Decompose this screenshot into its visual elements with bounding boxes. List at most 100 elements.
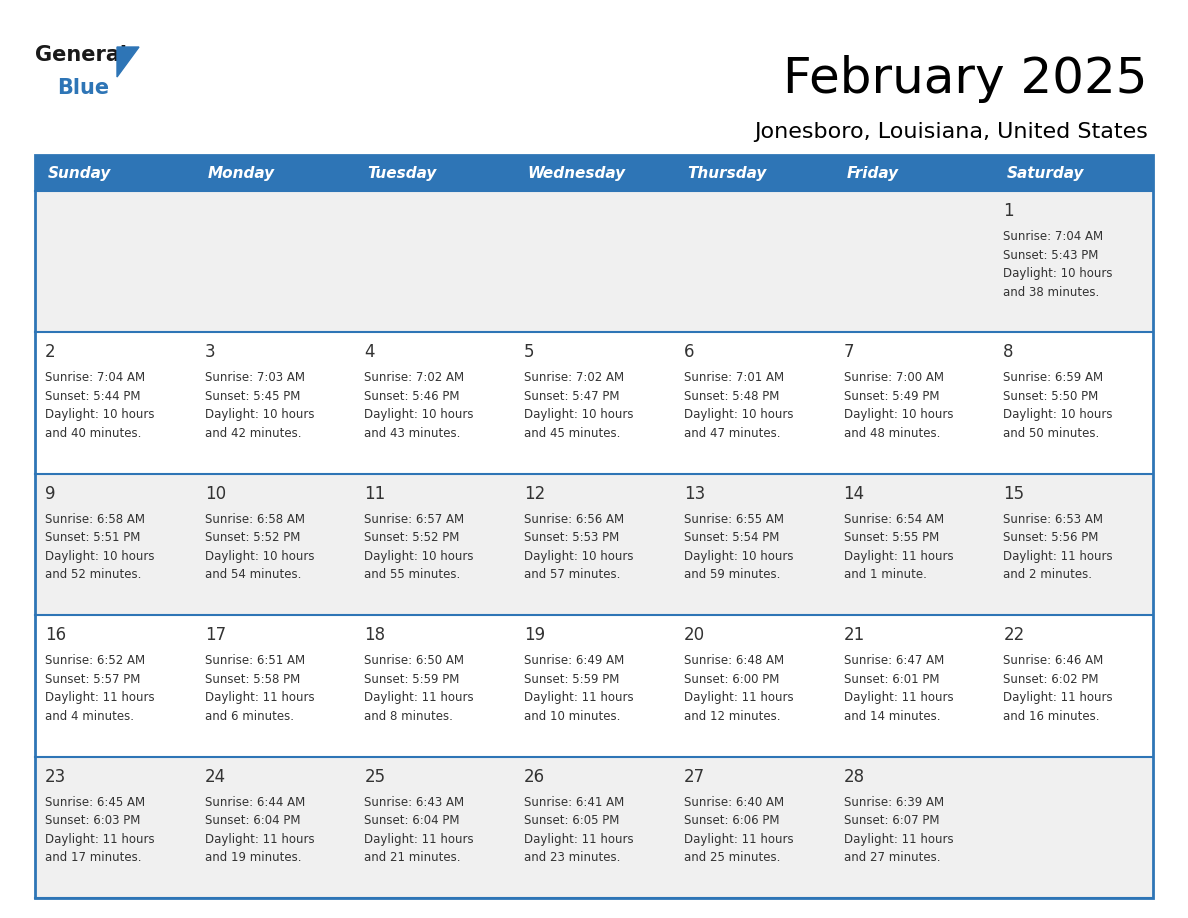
Text: Sunset: 5:55 PM: Sunset: 5:55 PM xyxy=(843,532,939,544)
Text: Sunset: 5:56 PM: Sunset: 5:56 PM xyxy=(1004,532,1099,544)
Text: Thursday: Thursday xyxy=(687,165,766,181)
Text: and 6 minutes.: and 6 minutes. xyxy=(204,710,293,722)
Text: Sunset: 6:02 PM: Sunset: 6:02 PM xyxy=(1004,673,1099,686)
Text: 22: 22 xyxy=(1004,626,1024,644)
Text: Sunset: 5:48 PM: Sunset: 5:48 PM xyxy=(684,390,779,403)
Text: Sunrise: 6:56 AM: Sunrise: 6:56 AM xyxy=(524,513,624,526)
Text: Sunset: 6:01 PM: Sunset: 6:01 PM xyxy=(843,673,939,686)
Text: and 42 minutes.: and 42 minutes. xyxy=(204,427,302,440)
Text: 19: 19 xyxy=(524,626,545,644)
Text: and 38 minutes.: and 38 minutes. xyxy=(1004,285,1100,298)
Text: Sunrise: 6:57 AM: Sunrise: 6:57 AM xyxy=(365,513,465,526)
Text: Sunrise: 6:41 AM: Sunrise: 6:41 AM xyxy=(524,796,625,809)
Text: Sunrise: 7:03 AM: Sunrise: 7:03 AM xyxy=(204,372,304,385)
Text: 2: 2 xyxy=(45,343,56,362)
Text: Sunrise: 6:49 AM: Sunrise: 6:49 AM xyxy=(524,655,625,667)
Text: Sunset: 5:50 PM: Sunset: 5:50 PM xyxy=(1004,390,1099,403)
Text: Daylight: 11 hours: Daylight: 11 hours xyxy=(684,833,794,845)
Text: 24: 24 xyxy=(204,767,226,786)
Text: and 16 minutes.: and 16 minutes. xyxy=(1004,710,1100,722)
Text: and 59 minutes.: and 59 minutes. xyxy=(684,568,781,581)
Text: 13: 13 xyxy=(684,485,706,503)
Text: and 17 minutes.: and 17 minutes. xyxy=(45,851,141,864)
Text: Sunset: 5:44 PM: Sunset: 5:44 PM xyxy=(45,390,140,403)
Text: 23: 23 xyxy=(45,767,67,786)
Text: Jonesboro, Louisiana, United States: Jonesboro, Louisiana, United States xyxy=(754,122,1148,142)
Text: and 45 minutes.: and 45 minutes. xyxy=(524,427,620,440)
Polygon shape xyxy=(116,47,139,77)
Text: 12: 12 xyxy=(524,485,545,503)
Text: Daylight: 11 hours: Daylight: 11 hours xyxy=(524,833,633,845)
Text: Sunset: 5:45 PM: Sunset: 5:45 PM xyxy=(204,390,301,403)
Text: and 19 minutes.: and 19 minutes. xyxy=(204,851,302,864)
Text: 11: 11 xyxy=(365,485,386,503)
Text: Daylight: 10 hours: Daylight: 10 hours xyxy=(524,409,633,421)
Text: 10: 10 xyxy=(204,485,226,503)
Text: Sunset: 5:59 PM: Sunset: 5:59 PM xyxy=(524,673,619,686)
Text: 17: 17 xyxy=(204,626,226,644)
Text: and 47 minutes.: and 47 minutes. xyxy=(684,427,781,440)
Text: Sunrise: 6:45 AM: Sunrise: 6:45 AM xyxy=(45,796,145,809)
Text: Daylight: 10 hours: Daylight: 10 hours xyxy=(1004,409,1113,421)
Text: Daylight: 11 hours: Daylight: 11 hours xyxy=(1004,550,1113,563)
Text: Sunrise: 6:43 AM: Sunrise: 6:43 AM xyxy=(365,796,465,809)
Text: and 14 minutes.: and 14 minutes. xyxy=(843,710,940,722)
Text: Sunset: 6:03 PM: Sunset: 6:03 PM xyxy=(45,814,140,827)
Text: Sunrise: 6:53 AM: Sunrise: 6:53 AM xyxy=(1004,513,1104,526)
Text: Daylight: 10 hours: Daylight: 10 hours xyxy=(843,409,953,421)
Text: and 12 minutes.: and 12 minutes. xyxy=(684,710,781,722)
Text: Sunset: 6:06 PM: Sunset: 6:06 PM xyxy=(684,814,779,827)
Text: Sunrise: 6:46 AM: Sunrise: 6:46 AM xyxy=(1004,655,1104,667)
Text: and 8 minutes.: and 8 minutes. xyxy=(365,710,454,722)
Text: 21: 21 xyxy=(843,626,865,644)
Text: Daylight: 11 hours: Daylight: 11 hours xyxy=(365,691,474,704)
Text: Daylight: 11 hours: Daylight: 11 hours xyxy=(1004,691,1113,704)
Text: and 54 minutes.: and 54 minutes. xyxy=(204,568,301,581)
Text: Sunset: 5:43 PM: Sunset: 5:43 PM xyxy=(1004,249,1099,262)
FancyBboxPatch shape xyxy=(34,756,1154,898)
Text: and 40 minutes.: and 40 minutes. xyxy=(45,427,141,440)
Text: Sunrise: 7:00 AM: Sunrise: 7:00 AM xyxy=(843,372,943,385)
Text: and 4 minutes.: and 4 minutes. xyxy=(45,710,134,722)
Text: Sunset: 5:46 PM: Sunset: 5:46 PM xyxy=(365,390,460,403)
Text: 20: 20 xyxy=(684,626,704,644)
Text: Saturday: Saturday xyxy=(1006,165,1083,181)
Text: Sunrise: 7:02 AM: Sunrise: 7:02 AM xyxy=(365,372,465,385)
Text: Sunrise: 6:54 AM: Sunrise: 6:54 AM xyxy=(843,513,943,526)
Text: Sunset: 5:57 PM: Sunset: 5:57 PM xyxy=(45,673,140,686)
Text: Sunset: 6:04 PM: Sunset: 6:04 PM xyxy=(204,814,301,827)
FancyBboxPatch shape xyxy=(514,155,674,191)
Text: 4: 4 xyxy=(365,343,375,362)
Text: Sunrise: 6:47 AM: Sunrise: 6:47 AM xyxy=(843,655,943,667)
FancyBboxPatch shape xyxy=(993,155,1154,191)
Text: Daylight: 11 hours: Daylight: 11 hours xyxy=(843,833,953,845)
Text: and 10 minutes.: and 10 minutes. xyxy=(524,710,620,722)
Text: 15: 15 xyxy=(1004,485,1024,503)
Text: Daylight: 10 hours: Daylight: 10 hours xyxy=(1004,267,1113,280)
Text: 25: 25 xyxy=(365,767,386,786)
Text: Sunset: 6:05 PM: Sunset: 6:05 PM xyxy=(524,814,619,827)
Text: Sunrise: 6:58 AM: Sunrise: 6:58 AM xyxy=(45,513,145,526)
Text: 5: 5 xyxy=(524,343,535,362)
Text: Daylight: 11 hours: Daylight: 11 hours xyxy=(45,833,154,845)
Text: and 1 minute.: and 1 minute. xyxy=(843,568,927,581)
Text: Daylight: 10 hours: Daylight: 10 hours xyxy=(204,550,314,563)
Text: 26: 26 xyxy=(524,767,545,786)
Text: February 2025: February 2025 xyxy=(784,55,1148,103)
Text: Sunrise: 7:01 AM: Sunrise: 7:01 AM xyxy=(684,372,784,385)
Text: 6: 6 xyxy=(684,343,694,362)
Text: Sunset: 6:07 PM: Sunset: 6:07 PM xyxy=(843,814,939,827)
Text: Sunset: 5:59 PM: Sunset: 5:59 PM xyxy=(365,673,460,686)
Text: Sunrise: 6:50 AM: Sunrise: 6:50 AM xyxy=(365,655,465,667)
Text: 1: 1 xyxy=(1004,202,1013,220)
Text: Daylight: 10 hours: Daylight: 10 hours xyxy=(365,550,474,563)
Text: Sunset: 5:51 PM: Sunset: 5:51 PM xyxy=(45,532,140,544)
FancyBboxPatch shape xyxy=(354,155,514,191)
Text: Sunrise: 6:51 AM: Sunrise: 6:51 AM xyxy=(204,655,305,667)
Text: and 57 minutes.: and 57 minutes. xyxy=(524,568,620,581)
Text: 28: 28 xyxy=(843,767,865,786)
Text: and 43 minutes.: and 43 minutes. xyxy=(365,427,461,440)
Text: Sunset: 6:04 PM: Sunset: 6:04 PM xyxy=(365,814,460,827)
Text: 14: 14 xyxy=(843,485,865,503)
FancyBboxPatch shape xyxy=(34,155,195,191)
